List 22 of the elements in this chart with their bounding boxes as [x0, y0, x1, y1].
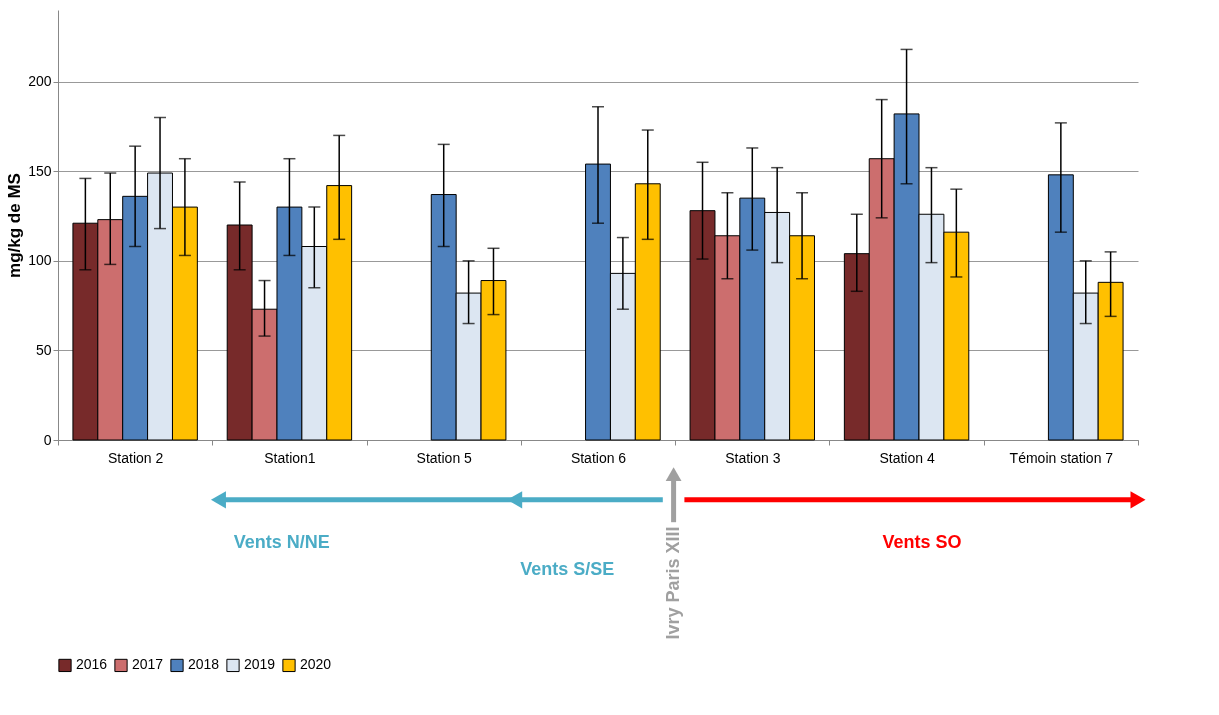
legend-label: 2020 [300, 656, 332, 673]
x-tick-label: Station 5 [416, 449, 473, 466]
x-tick-label: Station 2 [108, 449, 164, 466]
legend-label: 2019 [244, 656, 276, 673]
y-tick-label: 150 [28, 162, 52, 179]
legend-label: 2018 [188, 656, 220, 673]
x-tick-label: Station 4 [879, 449, 935, 466]
y-tick-label: 100 [28, 252, 52, 269]
legend-label: 2016 [76, 656, 108, 673]
x-tick-label: Station 3 [725, 449, 781, 466]
y-tick-label: 0 [43, 431, 52, 448]
x-tick-label: Station 6 [570, 449, 627, 466]
x-tick-label: Station1 [264, 449, 316, 466]
text: Vents SO [882, 532, 962, 552]
y-axis-title: mg/kg de MS [5, 173, 25, 278]
legend-label: 2017 [132, 656, 164, 673]
x-tick-label: Témoin station 7 [1009, 449, 1114, 466]
text: Ivry Paris XIII [662, 526, 683, 640]
y-tick-label: 50 [35, 341, 52, 358]
y-tick-label: 200 [28, 73, 52, 90]
text: Vents S/SE [520, 559, 615, 580]
text: Vents N/NE [233, 532, 330, 552]
